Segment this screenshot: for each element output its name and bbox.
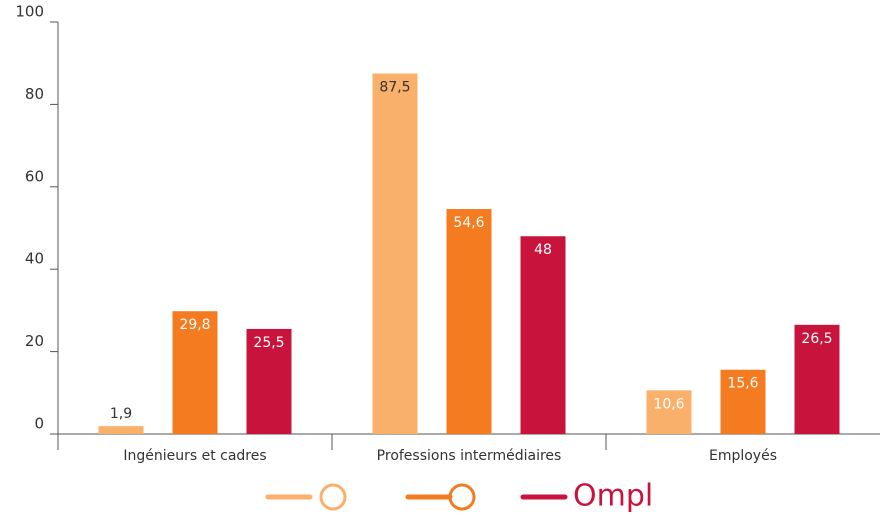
bar	[246, 328, 292, 434]
bar	[98, 426, 144, 434]
bar	[446, 209, 492, 434]
y-tick-label: 80	[25, 85, 44, 103]
y-tick-label: 0	[34, 415, 44, 433]
y-tick-label: 60	[25, 167, 44, 185]
value-label: 87,5	[379, 80, 410, 96]
x-tick-label: Employés	[709, 448, 777, 464]
bar	[646, 390, 692, 434]
bar	[794, 324, 840, 434]
value-label: 25,5	[253, 335, 284, 351]
x-tick-label: Ingénieurs et cadres	[123, 448, 266, 464]
value-label: 29,8	[179, 317, 210, 333]
bar	[520, 236, 566, 434]
value-label: 1,9	[110, 406, 132, 422]
legend-label: Ompl	[573, 479, 653, 514]
y-tick-label: 40	[25, 250, 44, 268]
value-label: 48	[534, 242, 552, 258]
x-tick-label: Professions intermédiaires	[377, 448, 562, 464]
y-tick-label: 20	[25, 332, 44, 350]
y-tick-label: 100	[15, 3, 44, 21]
value-label: 15,6	[727, 376, 758, 392]
bar	[372, 73, 418, 434]
bar	[172, 311, 218, 434]
value-label: 10,6	[653, 396, 684, 412]
bar	[720, 369, 766, 434]
value-label: 26,5	[801, 331, 832, 347]
value-label: 54,6	[453, 215, 484, 231]
